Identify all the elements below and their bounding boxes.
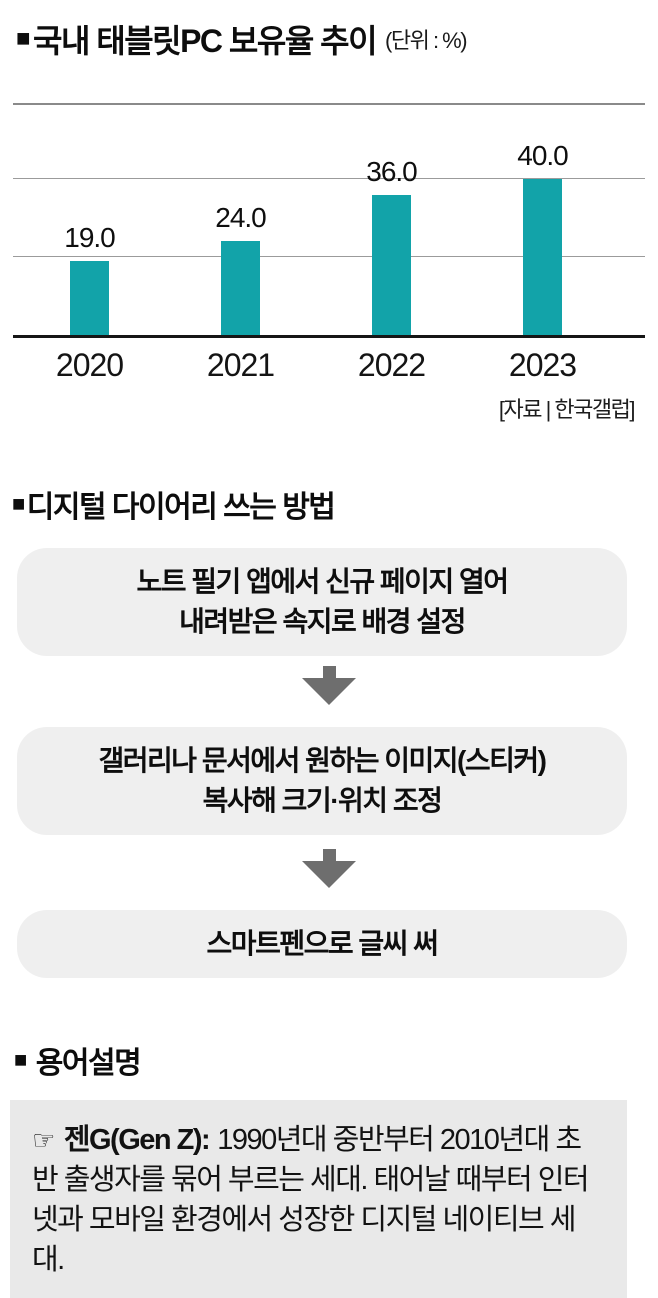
glossary-box: ☞ 젠G(Gen Z): 1990년대 중반부터 2010년대 초반 출생자를 묶어…	[10, 1100, 627, 1298]
bar-chart-plot: 19.0 24.0 36.0 40.0	[13, 103, 645, 338]
square-bullet-icon: ■	[16, 25, 31, 52]
chart-x-tick-label: 2021	[206, 347, 275, 383]
glossary-term: 젠G(Gen Z):	[63, 1124, 211, 1156]
chart-x-tick-label: 2023	[508, 347, 577, 383]
howto-step-text: 노트 필기 앱에서 신규 페이지 열어	[136, 566, 509, 597]
chart-bar-value-label: 19.0	[64, 222, 116, 253]
chart-bar-value-label: 24.0	[215, 202, 267, 233]
chart-bar-value-label: 40.0	[517, 140, 569, 171]
chart-title: ■ 국내 태블릿PC 보유율 추이 (단위 : %)	[16, 16, 658, 62]
chart-bar-2021	[221, 241, 260, 335]
chart-x-tick-label: 2022	[357, 347, 426, 383]
down-arrow-stem	[322, 849, 336, 861]
howto-step-text: 복사해 크기·위치 조정	[202, 785, 443, 816]
chart-gridline	[13, 178, 645, 179]
howto-step-box: 갤러리나 문서에서 원하는 이미지(스티커) 복사해 크기·위치 조정	[17, 727, 627, 835]
infographic-page: ■ 국내 태블릿PC 보유율 추이 (단위 : %) 19.0 24.0 36.0 4…	[0, 16, 658, 1298]
chart-unit-label: (단위 : %)	[385, 28, 468, 53]
square-bullet-icon: ■	[12, 491, 25, 516]
chart-bar-2023	[523, 179, 562, 335]
pointing-hand-icon: ☞	[32, 1125, 55, 1155]
square-bullet-icon: ■	[14, 1047, 27, 1072]
chart-source: [자료 | 한국갤럽]	[498, 397, 636, 422]
down-arrow-head	[302, 861, 356, 888]
down-arrow-stem	[322, 666, 336, 678]
howto-step-text: 스마트펜으로 글씨 써	[206, 928, 439, 959]
glossary-heading-text: 용어설명	[35, 1047, 142, 1080]
chart-gridline	[13, 256, 645, 257]
howto-step-box: 스마트펜으로 글씨 써	[17, 910, 627, 978]
howto-step-text: 갤러리나 문서에서 원하는 이미지(스티커)	[98, 745, 547, 776]
chart-bar-value-label: 36.0	[366, 156, 418, 187]
down-arrow-icon	[302, 849, 356, 888]
glossary-heading: ■ 용어설명	[14, 1038, 658, 1082]
chart-x-tick-label: 2020	[55, 347, 124, 383]
down-arrow-icon	[302, 666, 356, 705]
bar-chart-x-axis: 2020 2021 2022 2023	[13, 338, 645, 383]
chart-title-text: 국내 태블릿PC 보유율 추이	[33, 23, 378, 59]
chart-bar-2020	[70, 261, 109, 335]
howto-heading: ■ 디지털 다이어리 쓰는 방법	[12, 482, 658, 526]
down-arrow-head	[302, 678, 356, 705]
chart-bar-2022	[372, 195, 411, 335]
howto-heading-text: 디지털 다이어리 쓰는 방법	[26, 491, 336, 524]
howto-step-text: 내려받은 속지로 배경 설정	[179, 606, 466, 637]
